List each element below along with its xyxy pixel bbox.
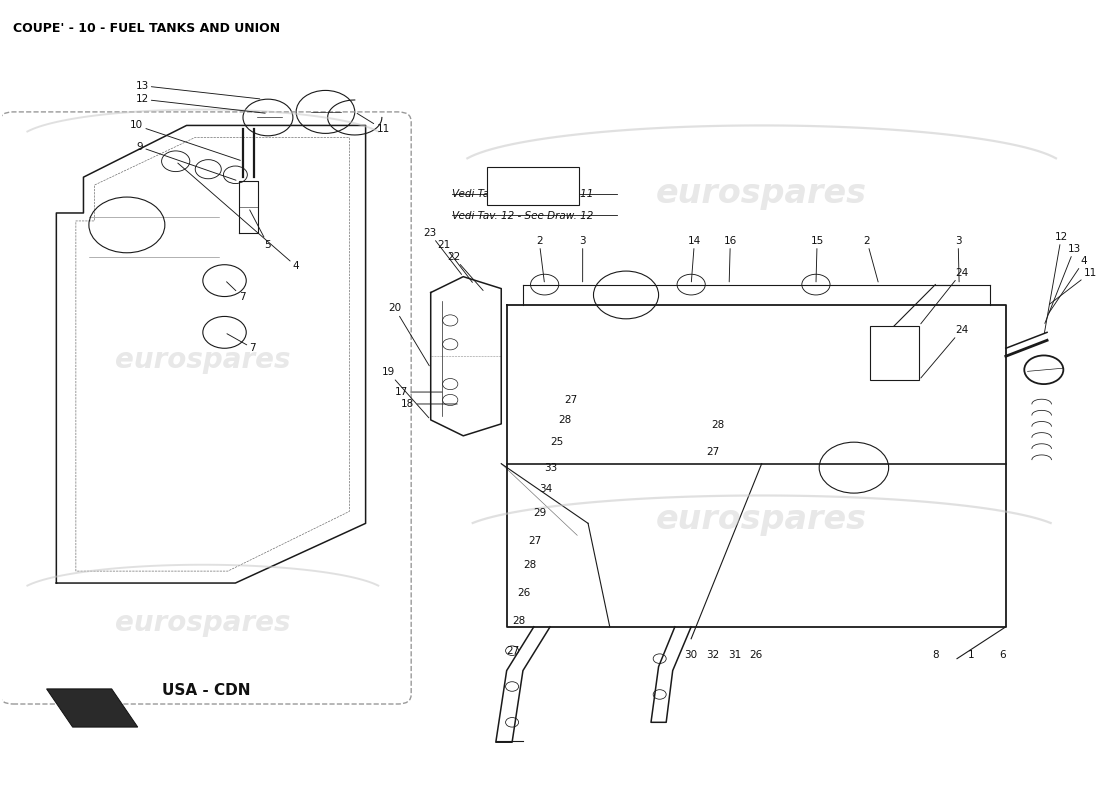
Text: 9: 9 bbox=[136, 142, 236, 180]
Text: 11: 11 bbox=[1049, 268, 1097, 305]
Text: 23: 23 bbox=[422, 228, 462, 274]
Text: USA - CDN: USA - CDN bbox=[162, 682, 251, 698]
Circle shape bbox=[506, 646, 518, 655]
Text: 12: 12 bbox=[1044, 232, 1068, 334]
Text: 18: 18 bbox=[402, 399, 458, 409]
Text: 27: 27 bbox=[507, 646, 520, 656]
Text: 13: 13 bbox=[135, 81, 260, 99]
Text: 1: 1 bbox=[968, 650, 975, 660]
Text: 22: 22 bbox=[447, 252, 483, 290]
Text: 28: 28 bbox=[512, 616, 525, 626]
Text: eurospares: eurospares bbox=[657, 503, 867, 536]
Bar bbox=[487, 167, 580, 205]
Text: 29: 29 bbox=[534, 508, 547, 518]
Text: 12: 12 bbox=[135, 94, 265, 113]
Text: COUPE' - 10 - FUEL TANKS AND UNION: COUPE' - 10 - FUEL TANKS AND UNION bbox=[13, 22, 280, 35]
Text: 15: 15 bbox=[811, 236, 824, 282]
Text: 32: 32 bbox=[706, 650, 719, 660]
Text: 24: 24 bbox=[921, 268, 968, 324]
Text: 14: 14 bbox=[688, 236, 701, 282]
Circle shape bbox=[506, 718, 518, 727]
Text: 26: 26 bbox=[517, 587, 530, 598]
Text: 28: 28 bbox=[559, 415, 572, 425]
Text: 28: 28 bbox=[522, 560, 536, 570]
Polygon shape bbox=[46, 689, 138, 727]
Text: 26: 26 bbox=[749, 650, 763, 660]
Text: 2: 2 bbox=[536, 236, 544, 282]
Text: 4: 4 bbox=[178, 163, 299, 271]
Text: 13: 13 bbox=[1045, 244, 1081, 323]
Text: 33: 33 bbox=[544, 462, 558, 473]
Text: 3: 3 bbox=[955, 236, 961, 282]
Text: 2: 2 bbox=[864, 236, 878, 282]
Text: 24: 24 bbox=[921, 325, 968, 378]
Circle shape bbox=[506, 682, 518, 691]
Circle shape bbox=[653, 654, 667, 663]
Text: 3: 3 bbox=[580, 236, 586, 282]
Text: 4: 4 bbox=[1048, 256, 1087, 314]
Text: 10: 10 bbox=[130, 121, 241, 160]
Text: 27: 27 bbox=[564, 395, 578, 405]
Text: 11: 11 bbox=[358, 114, 389, 134]
Text: 8: 8 bbox=[932, 650, 938, 660]
Text: 17: 17 bbox=[395, 387, 442, 397]
Text: 7: 7 bbox=[227, 282, 245, 302]
Text: 34: 34 bbox=[539, 484, 552, 494]
Text: 5: 5 bbox=[250, 210, 272, 250]
Text: 31: 31 bbox=[728, 650, 741, 660]
Bar bbox=[870, 326, 918, 380]
Text: 20: 20 bbox=[388, 303, 429, 366]
Text: Vedi Tav. 12 - See Draw. 12: Vedi Tav. 12 - See Draw. 12 bbox=[452, 210, 594, 221]
Circle shape bbox=[653, 690, 667, 699]
Text: 27: 27 bbox=[528, 536, 541, 546]
Text: 27: 27 bbox=[706, 446, 719, 457]
Text: eurospares: eurospares bbox=[657, 177, 867, 210]
Text: 16: 16 bbox=[724, 236, 737, 282]
Text: eurospares: eurospares bbox=[116, 609, 290, 637]
Text: 28: 28 bbox=[712, 421, 725, 430]
Text: Vedi Tav. 11 - See Draw. 11: Vedi Tav. 11 - See Draw. 11 bbox=[452, 189, 594, 199]
Text: eurospares: eurospares bbox=[116, 346, 290, 374]
Text: 19: 19 bbox=[382, 367, 429, 418]
Text: 21: 21 bbox=[437, 240, 472, 282]
Text: 25: 25 bbox=[550, 437, 563, 447]
Text: 6: 6 bbox=[999, 650, 1005, 660]
Text: 7: 7 bbox=[227, 334, 256, 354]
Text: 30: 30 bbox=[684, 650, 697, 660]
